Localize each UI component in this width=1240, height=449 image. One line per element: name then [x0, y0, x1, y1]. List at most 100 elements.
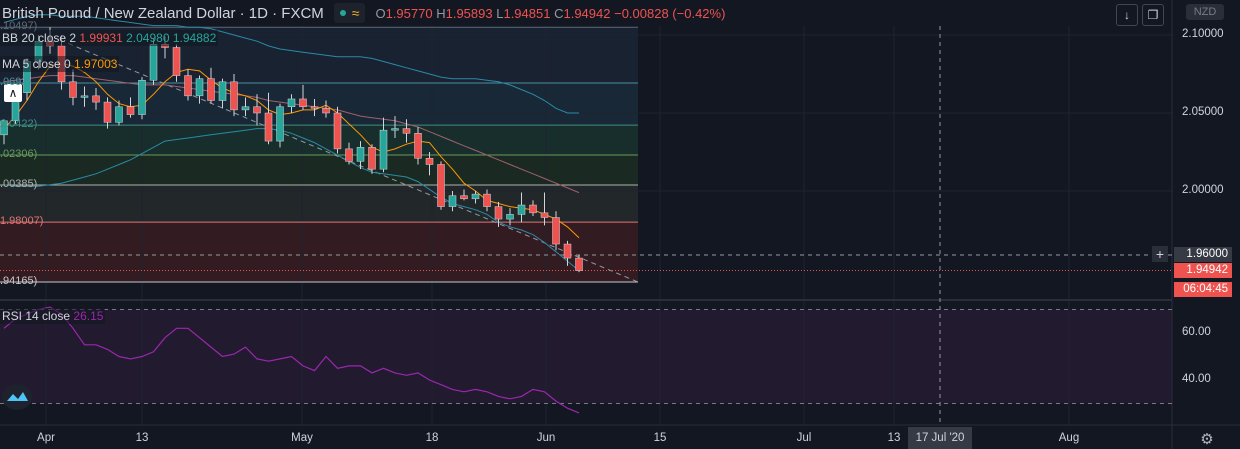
- fib-level-label: .02306): [0, 148, 38, 161]
- candle-body: [471, 193, 480, 200]
- ohlc-values: O1.95770 H1.95893 L1.94851 C1.94942 −0.0…: [375, 5, 726, 21]
- fib-level-label: .10497): [0, 20, 38, 33]
- trend-line[interactable]: [59, 39, 639, 283]
- trend-line-segment: [59, 39, 639, 283]
- candle-body: [218, 81, 227, 101]
- fib-retracement-fills: [0, 27, 1172, 404]
- candle-body: [287, 98, 296, 108]
- candle-body: [126, 106, 135, 115]
- gear-icon[interactable]: ⚙: [1200, 431, 1214, 448]
- time-tick: Jul: [796, 432, 812, 444]
- wave-icon: ≈: [351, 5, 360, 21]
- candle-body: [276, 106, 284, 142]
- time-tick: May: [291, 432, 313, 444]
- candle-body: [575, 257, 583, 271]
- candle-body: [425, 157, 434, 165]
- tradingview-logo-icon[interactable]: [2, 384, 32, 410]
- symbol-title[interactable]: British Pound / New Zealand Dollar · 1D …: [2, 4, 324, 22]
- candle-body: [356, 147, 365, 162]
- time-tick: 13: [887, 432, 901, 444]
- candle-body: [391, 128, 399, 131]
- restore-button[interactable]: ❐: [1142, 4, 1164, 26]
- crosshair-date: 17 Jul '20: [908, 427, 972, 449]
- candle-body: [448, 195, 457, 207]
- ma-legend[interactable]: MA 5 close 0 1.97003: [0, 56, 120, 72]
- candle-body: [0, 120, 8, 136]
- bb-upper-line: [3, 14, 579, 114]
- price-tick: 2.05000: [1182, 106, 1224, 118]
- candle-body: [483, 193, 491, 207]
- crosshair-plus-icon[interactable]: +: [1152, 246, 1168, 262]
- collapse-legend-button[interactable]: ∧: [4, 84, 22, 102]
- arrow-down-icon: ↓: [1124, 8, 1130, 22]
- candle-body: [172, 47, 181, 76]
- close-value: 1.94942: [563, 5, 611, 21]
- candle-body: [149, 44, 158, 81]
- time-tick: Aug: [1058, 432, 1080, 444]
- candle-body: [241, 106, 250, 111]
- rsi-legend[interactable]: RSI 14 close 26.15: [0, 308, 106, 324]
- candle-body: [103, 101, 112, 123]
- price-tick: 2.10000: [1182, 28, 1224, 40]
- candle-body: [310, 106, 319, 109]
- candle-body: [184, 75, 192, 97]
- time-tick: 18: [425, 432, 439, 444]
- candle-body: [345, 148, 353, 162]
- candle-body: [195, 78, 204, 97]
- candle-body: [69, 81, 77, 98]
- open-value: 1.95770: [385, 5, 433, 21]
- bb-lower-line: [3, 128, 580, 271]
- candle-body: [253, 106, 261, 114]
- candle-body: [230, 81, 238, 111]
- candle-body: [460, 195, 468, 200]
- restore-icon: ❐: [1147, 8, 1159, 22]
- chart-header: British Pound / New Zealand Dollar · 1D …: [0, 0, 725, 26]
- candle-body: [494, 206, 503, 220]
- time-tick: Apr: [37, 432, 55, 444]
- fib-zone: [0, 222, 638, 283]
- candle-body: [540, 212, 549, 218]
- rsi-band: [0, 309, 1172, 404]
- currency-badge[interactable]: NZD: [1186, 4, 1224, 20]
- rsi-pane: [3, 306, 580, 414]
- candle-body: [563, 243, 572, 259]
- scroll-down-button[interactable]: ↓: [1116, 4, 1138, 26]
- candle-body: [517, 204, 526, 215]
- chevron-up-icon: ∧: [8, 86, 18, 100]
- rsi-tick: 60.00: [1182, 326, 1211, 338]
- fib-level-label: .00385): [0, 177, 38, 190]
- rsi-tick: 40.00: [1182, 373, 1211, 385]
- high-value: 1.95893: [445, 5, 493, 21]
- candle-body: [506, 214, 514, 220]
- candle-body: [437, 164, 445, 207]
- fib-level-label: 1.98007): [0, 215, 44, 228]
- time-tick: Jun: [536, 432, 556, 444]
- last-price-tag: 1.94942: [1174, 263, 1232, 278]
- fib-level-label: .0692): [0, 76, 32, 89]
- bb-legend[interactable]: BB 20 close 2 1.99931 2.04980 1.94882: [0, 30, 219, 46]
- fib-zone: [0, 125, 638, 156]
- time-tick: 15: [653, 432, 667, 444]
- price-tick: 2.00000: [1182, 184, 1224, 196]
- time-tick: 13: [135, 432, 149, 444]
- crosshair-price: 1.96000: [1174, 247, 1232, 262]
- candle-body: [299, 98, 307, 108]
- candle-body: [552, 217, 560, 245]
- candle-body: [138, 79, 146, 115]
- fib-zone: [0, 155, 638, 185]
- rsi-line: [3, 306, 580, 414]
- status-pill[interactable]: ≈: [333, 3, 366, 23]
- fib-level-label: 2.0422): [0, 118, 38, 131]
- candle-body: [92, 95, 100, 103]
- candle-body: [207, 78, 215, 101]
- candle-body: [264, 112, 273, 142]
- candle-body: [115, 106, 123, 123]
- fib-level-label: .94165): [0, 275, 38, 288]
- candle-body: [529, 204, 537, 214]
- candle-body: [368, 147, 376, 170]
- change-value: −0.00828 (−0.42%): [614, 5, 726, 21]
- candles: [0, 27, 583, 273]
- candle-body: [80, 95, 89, 98]
